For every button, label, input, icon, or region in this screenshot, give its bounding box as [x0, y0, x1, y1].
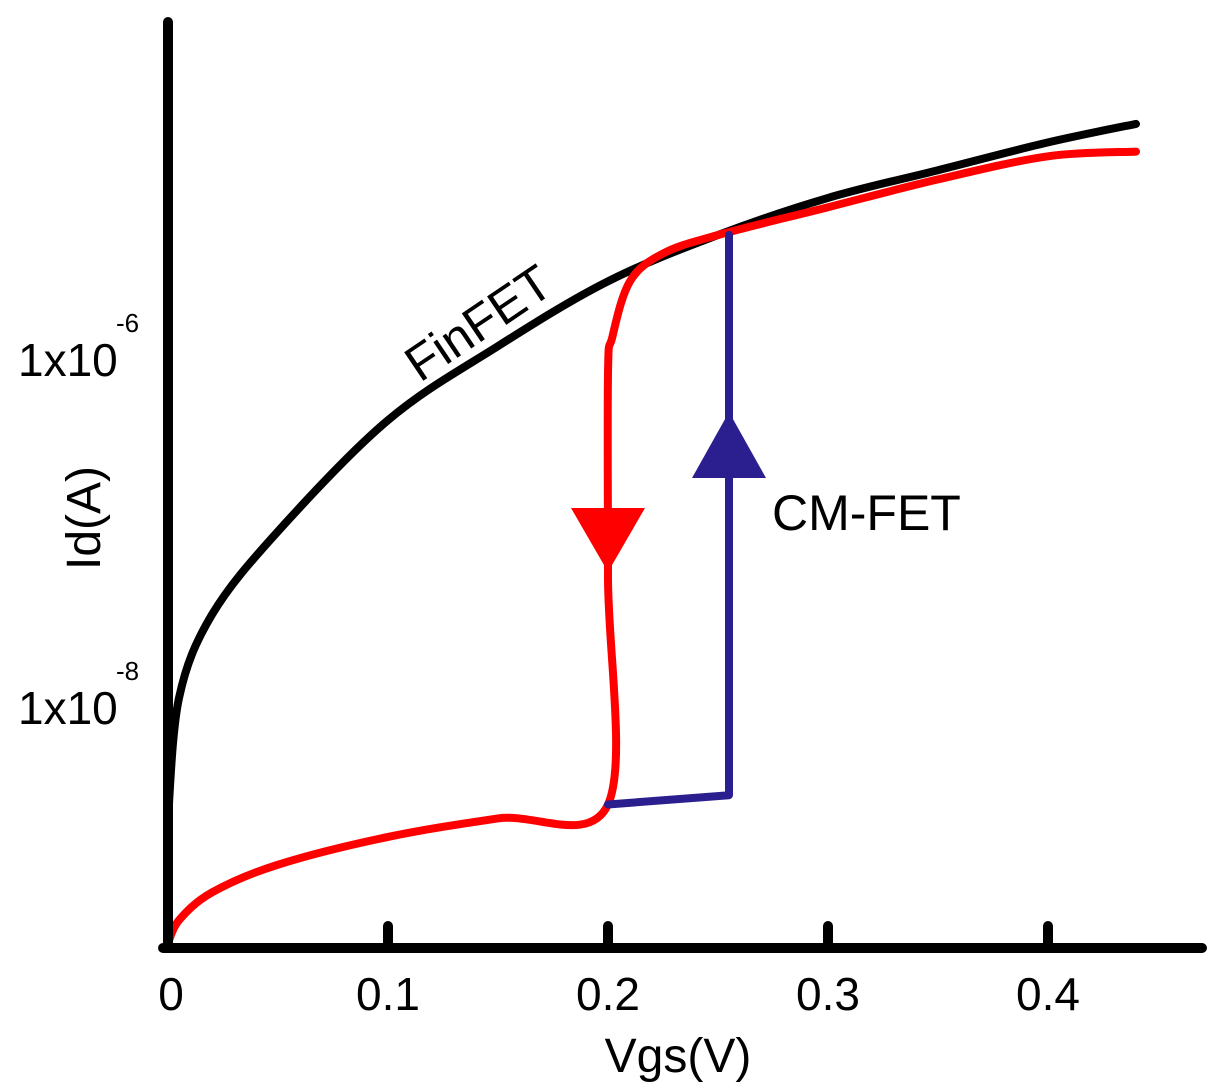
x-tick-label-1: 0.1 — [356, 968, 420, 1020]
arrow-layer — [571, 412, 766, 572]
series-finfet — [164, 119, 1140, 823]
series-cmfet-reverse — [164, 147, 1140, 948]
y-axis-title: Id(A) — [58, 466, 111, 570]
arrow-up-blue — [692, 412, 766, 478]
y-tick-label-lower: 1x10 — [18, 682, 118, 734]
series-layer — [164, 119, 1140, 948]
y-tick-label-upper: 1x10 — [18, 334, 118, 386]
arrow-down-red — [571, 508, 645, 572]
y-tick-exponent-lower: -8 — [116, 656, 139, 686]
x-tick-label-0: 0 — [158, 968, 184, 1020]
annotation-cmfet: CM-FET — [772, 485, 961, 541]
y-tick-upper: 1x10 -6 — [18, 308, 139, 386]
y-tick-lower: 1x10 -8 — [18, 656, 139, 734]
y-tick-exponent-upper: -6 — [116, 308, 139, 338]
x-ticks: 0 0.1 0.2 0.3 0.4 — [158, 921, 1080, 1020]
x-axis-title: Vgs(V) — [605, 1030, 752, 1083]
x-tick-label-3: 0.3 — [796, 968, 860, 1020]
x-tick-label-4: 0.4 — [1016, 968, 1080, 1020]
x-tick-label-2: 0.2 — [576, 968, 640, 1020]
